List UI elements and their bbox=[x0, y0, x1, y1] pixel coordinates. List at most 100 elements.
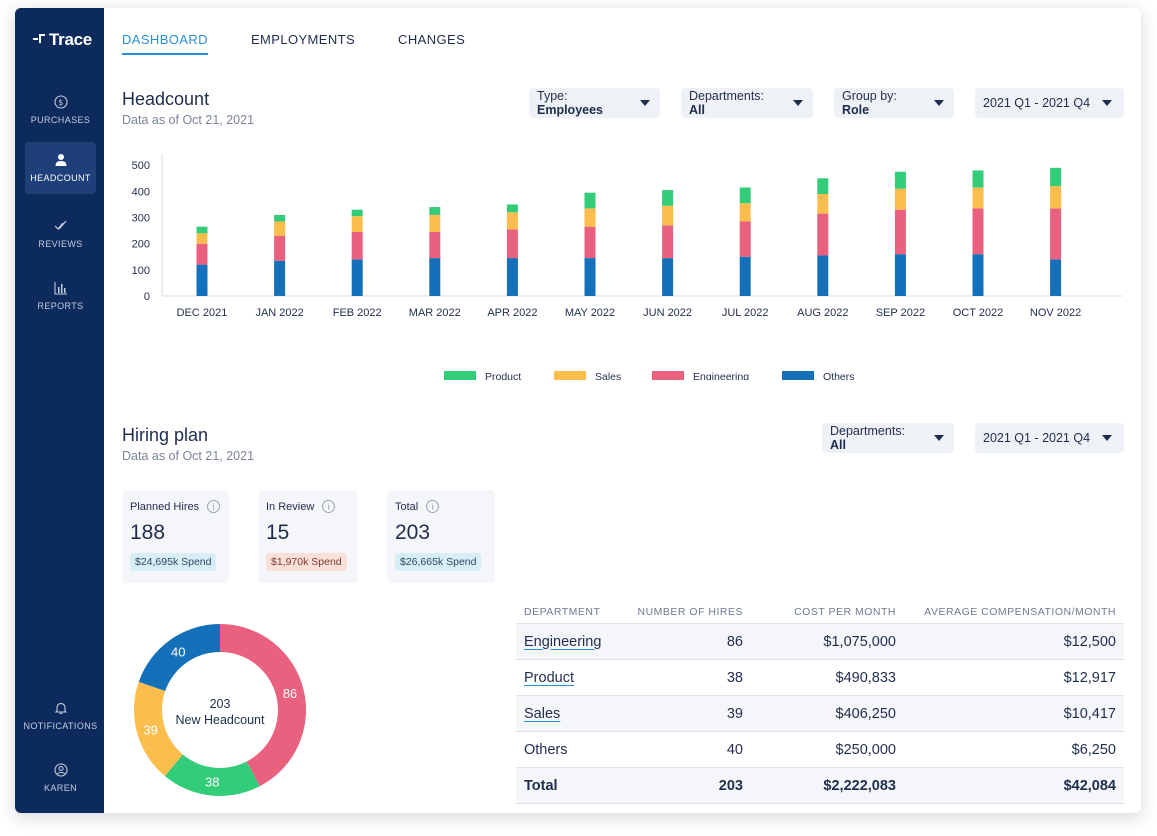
donut-segment-others[interactable] bbox=[138, 624, 220, 692]
header-average-compensation[interactable]: AVERAGE COMPENSATION/MONTH bbox=[924, 605, 1116, 618]
bar-segment-others[interactable] bbox=[1050, 259, 1062, 296]
period-dropdown[interactable]: 2021 Q1 - 2021 Q4 bbox=[975, 88, 1124, 118]
bar-segment-product[interactable] bbox=[429, 207, 441, 215]
hiring-period-dropdown[interactable]: 2021 Q1 - 2021 Q4 bbox=[975, 423, 1124, 453]
sidebar-item-headcount[interactable]: HEADCOUNT bbox=[25, 142, 96, 194]
bar-segment-product[interactable] bbox=[196, 226, 208, 234]
sidebar-item-reviews[interactable]: REVIEWS bbox=[25, 208, 96, 260]
info-icon[interactable]: i bbox=[426, 500, 440, 513]
sidebar-item-profile[interactable]: KAREN bbox=[25, 752, 96, 804]
bar-segment-others[interactable] bbox=[662, 258, 674, 296]
total-avg: $42,084 bbox=[1063, 777, 1116, 794]
dollar-icon: $ bbox=[53, 95, 68, 109]
kpi-in-review: In Review i 15 $1,970k Spend bbox=[258, 490, 358, 583]
group-by-dropdown[interactable]: Group by: Role bbox=[834, 88, 954, 118]
department-link[interactable]: Engineering bbox=[524, 633, 602, 650]
bar-segment-engineering[interactable] bbox=[506, 229, 518, 259]
sidebar-item-notifications[interactable]: NOTIFICATIONS bbox=[23, 690, 97, 742]
bar-segment-sales[interactable] bbox=[274, 221, 286, 236]
bar-segment-others[interactable] bbox=[972, 254, 984, 296]
bar-segment-others[interactable] bbox=[506, 258, 518, 296]
bar-segment-engineering[interactable] bbox=[196, 243, 208, 265]
donut-segment-sales[interactable] bbox=[134, 681, 183, 776]
bar-segment-sales[interactable] bbox=[972, 187, 984, 209]
legend-label[interactable]: Sales bbox=[595, 371, 621, 380]
tab-changes[interactable]: CHANGES bbox=[398, 32, 466, 47]
bar-segment-product[interactable] bbox=[274, 214, 286, 222]
bar-segment-others[interactable] bbox=[429, 258, 441, 296]
bar-segment-others[interactable] bbox=[817, 255, 829, 296]
hires-cell: 39 bbox=[726, 705, 743, 722]
bar-segment-engineering[interactable] bbox=[429, 231, 441, 259]
trace-logo-icon bbox=[33, 34, 45, 46]
department-link[interactable]: Product bbox=[524, 669, 574, 686]
bar-segment-sales[interactable] bbox=[817, 194, 829, 214]
bar-segment-sales[interactable] bbox=[739, 203, 751, 222]
bar-segment-others[interactable] bbox=[274, 260, 286, 296]
bar-segment-sales[interactable] bbox=[894, 188, 906, 210]
bar-segment-sales[interactable] bbox=[1050, 186, 1062, 209]
bar-segment-product[interactable] bbox=[894, 171, 906, 189]
bar-segment-engineering[interactable] bbox=[739, 221, 751, 257]
bar-segment-sales[interactable] bbox=[351, 216, 363, 232]
donut-center-label: New Headcount bbox=[176, 713, 265, 727]
y-tick-label: 500 bbox=[132, 160, 150, 172]
bar-segment-product[interactable] bbox=[1050, 167, 1062, 187]
donut-value-label: 39 bbox=[143, 722, 157, 737]
sidebar-item-reports[interactable]: REPORTS bbox=[25, 270, 96, 322]
kpi-total: Total i 203 $26,665k Spend bbox=[387, 490, 495, 583]
bar-segment-engineering[interactable] bbox=[972, 208, 984, 255]
bar-segment-engineering[interactable] bbox=[894, 209, 906, 255]
type-filter-label: Type: Employees bbox=[537, 89, 604, 117]
donut-segment-engineering[interactable] bbox=[220, 624, 306, 787]
bar-segment-others[interactable] bbox=[196, 264, 208, 296]
bar-segment-product[interactable] bbox=[739, 187, 751, 204]
bar-segment-engineering[interactable] bbox=[351, 231, 363, 260]
bar-segment-sales[interactable] bbox=[662, 205, 674, 226]
bar-segment-engineering[interactable] bbox=[817, 213, 829, 256]
table-row: Engineering 86 $1,075,000 $12,500 bbox=[516, 624, 1124, 660]
bar-segment-sales[interactable] bbox=[429, 214, 441, 232]
bar-segment-sales[interactable] bbox=[196, 233, 208, 244]
bar-segment-product[interactable] bbox=[506, 204, 518, 213]
bar-segment-others[interactable] bbox=[584, 258, 596, 296]
bar-segment-product[interactable] bbox=[662, 190, 674, 206]
info-icon[interactable]: i bbox=[322, 500, 336, 513]
header-department[interactable]: DEPARTMENT bbox=[524, 605, 601, 618]
bar-segment-others[interactable] bbox=[351, 259, 363, 296]
y-tick-label: 400 bbox=[132, 186, 150, 198]
bar-segment-engineering[interactable] bbox=[1050, 208, 1062, 260]
tab-employments[interactable]: EMPLOYMENTS bbox=[250, 32, 356, 47]
bar-segment-sales[interactable] bbox=[506, 212, 518, 230]
bar-segment-others[interactable] bbox=[739, 256, 751, 296]
bar-segment-sales[interactable] bbox=[584, 208, 596, 227]
departments-filter-dropdown[interactable]: Departments: All bbox=[681, 88, 813, 118]
tab-dashboard[interactable]: DASHBOARD bbox=[122, 32, 208, 55]
spend-badge: $26,665k Spend bbox=[395, 553, 482, 571]
donut-segment-product[interactable] bbox=[164, 754, 260, 796]
bar-segment-engineering[interactable] bbox=[274, 235, 286, 261]
info-icon[interactable]: i bbox=[207, 500, 221, 513]
x-tick-label: FEB 2022 bbox=[333, 307, 382, 319]
hiring-departments-dropdown[interactable]: Departments: All bbox=[822, 423, 954, 453]
bar-segment-product[interactable] bbox=[972, 170, 984, 188]
app-logo[interactable]: Trace bbox=[33, 30, 92, 50]
legend-label[interactable]: Others bbox=[823, 371, 855, 380]
legend-label[interactable]: Engineering bbox=[693, 371, 749, 380]
bar-segment-product[interactable] bbox=[817, 178, 829, 194]
bar-segment-engineering[interactable] bbox=[584, 226, 596, 259]
cost-cell: $490,833 bbox=[835, 669, 896, 686]
hires-cell: 40 bbox=[726, 741, 743, 758]
header-cost-per-month[interactable]: COST PER MONTH bbox=[794, 605, 896, 618]
header-number-of-hires[interactable]: NUMBER OF HIRES bbox=[637, 605, 743, 618]
legend-label[interactable]: Product bbox=[485, 371, 521, 380]
bar-segment-others[interactable] bbox=[894, 254, 906, 296]
spend-badge: $24,695k Spend bbox=[130, 553, 217, 571]
sidebar-item-purchases[interactable]: $ PURCHASES bbox=[25, 84, 96, 136]
headcount-chart: 0 100 200 300 400 500 DEC 2021 JAN 2022 FEB 2022… bbox=[132, 154, 1122, 380]
department-link[interactable]: Sales bbox=[524, 705, 561, 722]
bar-segment-product[interactable] bbox=[584, 192, 596, 209]
bar-segment-engineering[interactable] bbox=[662, 225, 674, 259]
type-filter-dropdown[interactable]: Type: Employees bbox=[529, 88, 660, 118]
bar-segment-product[interactable] bbox=[351, 209, 363, 217]
